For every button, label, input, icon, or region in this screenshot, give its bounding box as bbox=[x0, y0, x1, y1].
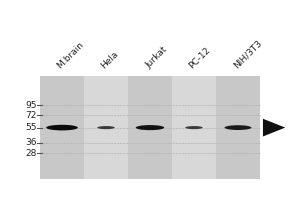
Text: NIH/3T3: NIH/3T3 bbox=[232, 39, 263, 70]
FancyBboxPatch shape bbox=[84, 76, 128, 179]
Text: Hela: Hela bbox=[100, 50, 121, 70]
Ellipse shape bbox=[185, 126, 203, 129]
FancyBboxPatch shape bbox=[40, 76, 84, 179]
Text: 55: 55 bbox=[26, 123, 37, 132]
Ellipse shape bbox=[224, 125, 251, 130]
Text: 28: 28 bbox=[26, 149, 37, 158]
Ellipse shape bbox=[97, 126, 115, 129]
Text: 72: 72 bbox=[26, 111, 37, 120]
Ellipse shape bbox=[46, 125, 78, 130]
Text: 36: 36 bbox=[26, 138, 37, 147]
Text: PC-12: PC-12 bbox=[188, 45, 213, 70]
Text: Jurkat: Jurkat bbox=[144, 45, 169, 70]
FancyBboxPatch shape bbox=[172, 76, 216, 179]
Text: 95: 95 bbox=[26, 101, 37, 110]
FancyBboxPatch shape bbox=[216, 76, 260, 179]
Polygon shape bbox=[263, 119, 285, 136]
Ellipse shape bbox=[136, 125, 164, 130]
FancyBboxPatch shape bbox=[128, 76, 172, 179]
Text: M.brain: M.brain bbox=[56, 40, 86, 70]
